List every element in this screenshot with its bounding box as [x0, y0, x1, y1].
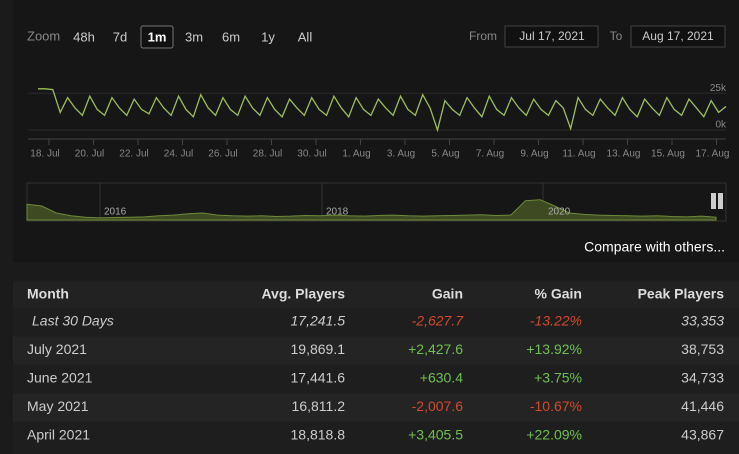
from-date[interactable]: Jul 17, 2021 — [519, 29, 585, 43]
table-cell: 43,867 — [681, 427, 724, 443]
x-tick-label: 9. Aug — [520, 149, 548, 160]
zoom-button[interactable]: 6m — [222, 29, 240, 44]
zoom-button[interactable]: All — [298, 29, 313, 44]
navigator-label: 2016 — [104, 207, 127, 218]
navigator-handle — [711, 193, 716, 209]
to-label: To — [610, 29, 623, 43]
table-cell: +13.92% — [526, 341, 582, 357]
zoom-button[interactable]: 7d — [113, 29, 127, 44]
table-cell: +3.75% — [534, 370, 582, 386]
x-tick-label: 18. Jul — [30, 149, 59, 160]
x-tick-label: 15. Aug — [651, 149, 685, 160]
table-cell: 18,818.8 — [291, 427, 346, 443]
zoom-active[interactable] — [140, 25, 174, 49]
compare-link[interactable]: Compare with others... — [584, 239, 725, 255]
table-cell: 17,241.5 — [291, 313, 346, 329]
table-cell: Last 30 Days — [32, 313, 114, 329]
table-cell: 19,869.1 — [291, 341, 346, 357]
zoom-button[interactable]: 3m — [185, 29, 203, 44]
table-cell: +2,427.6 — [408, 341, 463, 357]
table-cell: May 2021 — [27, 398, 89, 414]
navigator-frame — [26, 182, 727, 222]
table-header: Peak Players — [638, 286, 725, 302]
x-tick-label: 13. Aug — [607, 149, 641, 160]
table-cell: -2,007.6 — [412, 398, 464, 414]
x-tick-label: 26. Jul — [208, 149, 237, 160]
table-cell: 17,441.6 — [291, 370, 346, 386]
table-row-bg — [13, 336, 739, 365]
zoom-button[interactable]: 1m — [148, 29, 167, 44]
table-header: Gain — [432, 286, 463, 302]
table-cell: April 2021 — [27, 427, 90, 443]
x-tick-label: 28. Jul — [253, 149, 282, 160]
navigator-label: 2018 — [326, 207, 349, 218]
table-cell: +3,405.5 — [408, 427, 463, 443]
table-cell: 16,811.2 — [292, 398, 346, 414]
zoom-label: Zoom — [27, 28, 60, 43]
y-tick-label: 25k — [710, 83, 727, 94]
table-header: Month — [27, 286, 69, 302]
table-cell: +22.09% — [526, 427, 582, 443]
x-tick-label: 7. Aug — [476, 149, 504, 160]
table-header-bg — [13, 282, 739, 308]
table-cell: 41,446 — [681, 398, 724, 414]
table-panel — [13, 280, 739, 454]
table-cell: June 2021 — [27, 370, 93, 386]
table-cell: -2,627.7 — [412, 313, 465, 329]
x-tick-label: 22. Jul — [119, 149, 148, 160]
x-tick-label: 1. Aug — [342, 149, 370, 160]
to-date[interactable]: Aug 17, 2021 — [642, 29, 714, 43]
from-box[interactable] — [504, 25, 599, 48]
table-cell: 34,733 — [681, 370, 724, 386]
x-tick-label: 5. Aug — [431, 149, 459, 160]
x-tick-label: 30. Jul — [297, 149, 326, 160]
table-cell: 38,753 — [681, 341, 724, 357]
x-tick-label: 24. Jul — [164, 149, 193, 160]
history-area — [26, 199, 717, 221]
table-row-bg — [13, 393, 739, 422]
to-box[interactable] — [630, 25, 726, 48]
zoom-button[interactable]: 1y — [261, 29, 275, 44]
y-tick-label: 0k — [715, 120, 727, 131]
table-header: Avg. Players — [261, 286, 345, 302]
table-cell: -10.67% — [530, 398, 582, 414]
player-line — [38, 88, 727, 133]
from-label: From — [469, 29, 497, 43]
x-tick-label: 17. Aug — [696, 149, 730, 160]
table-cell: 33,353 — [681, 313, 724, 329]
x-tick-label: 20. Jul — [75, 149, 104, 160]
x-tick-label: 11. Aug — [562, 149, 595, 160]
table-cell: -13.22% — [530, 313, 582, 329]
table-cell: July 2021 — [27, 341, 87, 357]
table-header: % Gain — [535, 286, 582, 302]
zoom-button[interactable]: 48h — [73, 29, 95, 44]
navigator-handle — [718, 193, 723, 209]
table-cell: +630.4 — [420, 370, 463, 386]
x-tick-label: 3. Aug — [387, 149, 415, 160]
navigator-label: 2020 — [548, 207, 571, 218]
